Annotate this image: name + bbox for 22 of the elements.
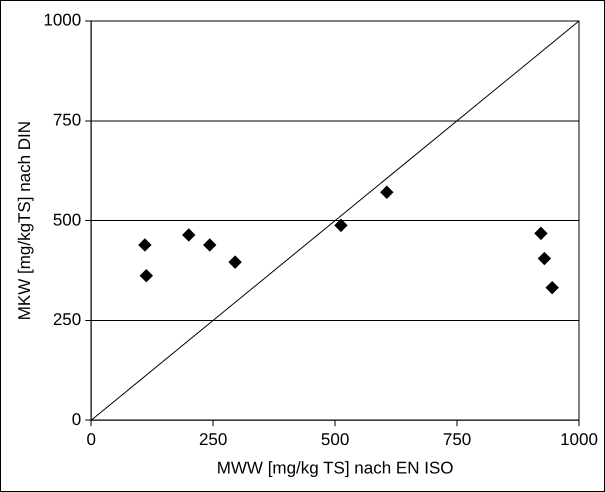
y-tick-label: 500: [52, 210, 82, 230]
point: [538, 252, 551, 266]
y-tick-label: 750: [52, 110, 82, 130]
x-tick-label: 250: [198, 430, 228, 450]
point: [334, 218, 348, 232]
point: [228, 256, 242, 269]
y-axis-title: MKW [mg/kgTS] nach DIN: [14, 120, 34, 320]
point: [534, 226, 548, 240]
point: [182, 228, 196, 242]
y-tick-label: 250: [52, 310, 82, 330]
y-tick-label: 0: [72, 410, 82, 429]
point: [140, 269, 153, 282]
point: [546, 281, 559, 294]
x-tick-label: 750: [442, 430, 472, 450]
x-tick-label: 1000: [560, 430, 598, 450]
point: [380, 186, 394, 199]
x-tick-label: 0: [86, 430, 96, 450]
x-tick-label: 500: [320, 430, 350, 450]
y-tick-label: 1000: [43, 10, 82, 30]
x-axis-title: MWW [mg/kg TS] nach EN ISO: [216, 458, 454, 478]
point: [203, 238, 216, 252]
point: [138, 238, 152, 252]
